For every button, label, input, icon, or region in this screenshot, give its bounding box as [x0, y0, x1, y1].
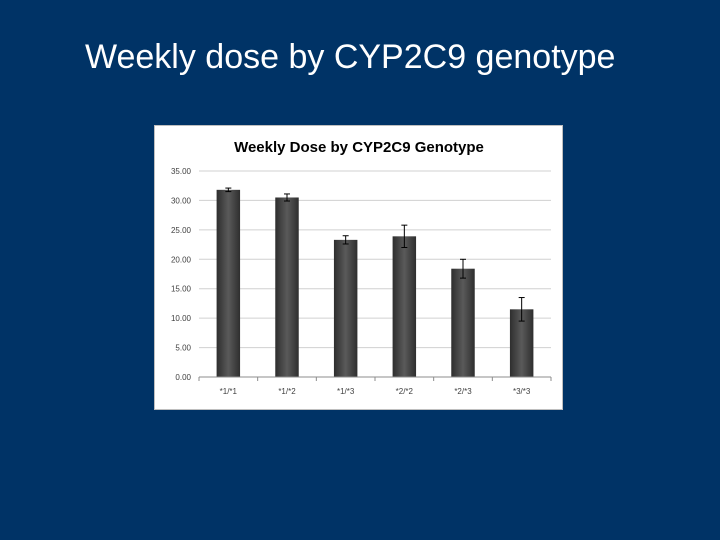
y-tick-label: 20.00 [171, 255, 192, 264]
bar-chart: Weekly Dose by CYP2C9 Genotype 0.00 5.00 1… [171, 139, 552, 396]
bar-12 [275, 197, 299, 377]
bars [216, 187, 534, 377]
y-tick-label: 35.00 [171, 167, 192, 176]
bar-23 [451, 268, 475, 377]
bar-13 [333, 239, 358, 377]
bar-22 [392, 236, 417, 377]
chart-title: Weekly Dose by CYP2C9 Genotype [234, 139, 484, 156]
x-tick-label: *3/*3 [513, 387, 531, 396]
chart-panel: Weekly Dose by CYP2C9 Genotype 0.00 5.00 1… [154, 125, 563, 410]
y-axis: 0.00 5.00 10.00 15.00 20.00 25.00 30.00 35.00 [171, 167, 192, 382]
x-tick-label: *1/*1 [220, 387, 238, 396]
y-tick-label: 0.00 [175, 373, 191, 382]
x-axis: *1/*1 *1/*2 *1/*3 *2/*2 *2/*3 *3/*3 [198, 376, 552, 396]
x-tick-label: *1/*2 [278, 387, 296, 396]
gridlines [199, 170, 551, 349]
y-tick-label: 30.00 [171, 196, 192, 205]
y-tick-label: 5.00 [175, 344, 191, 353]
slide-title: Weekly dose by CYP2C9 genotype [85, 38, 616, 76]
x-tick-label: *1/*3 [337, 387, 355, 396]
y-tick-label: 10.00 [171, 314, 192, 323]
y-tick-label: 25.00 [171, 226, 192, 235]
x-tick-label: *2/*2 [396, 387, 414, 396]
bar-11 [216, 189, 241, 377]
x-tick-label: *2/*3 [454, 387, 472, 396]
bar-33 [509, 309, 534, 377]
y-tick-label: 15.00 [171, 285, 192, 294]
